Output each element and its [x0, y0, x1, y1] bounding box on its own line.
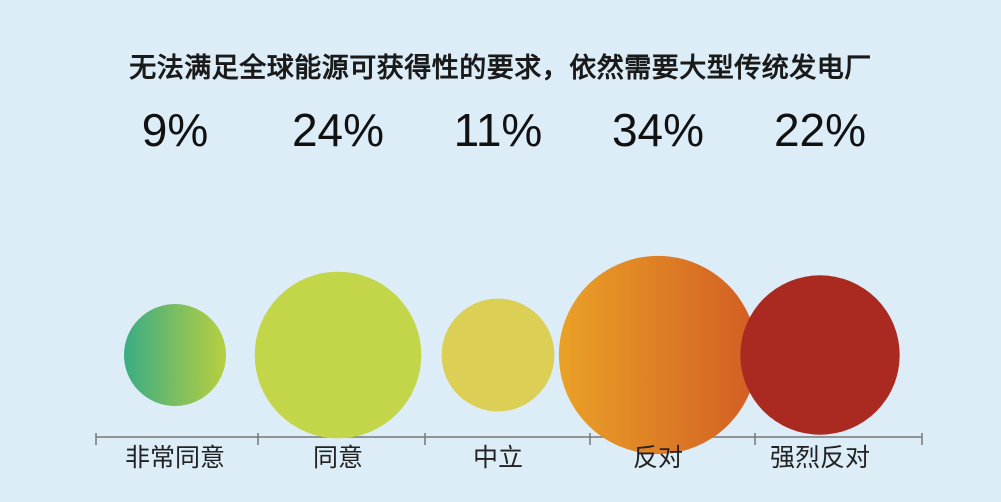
percent-label: 9%: [142, 104, 208, 156]
bubble: [441, 298, 555, 412]
category-label: 中立: [473, 443, 523, 472]
category-label: 强烈反对: [770, 443, 870, 472]
bubble: [254, 271, 422, 439]
bubble: [558, 255, 758, 455]
category-label: 反对: [633, 443, 683, 472]
bubble: [124, 304, 226, 406]
chart-title: 无法满足全球能源可获得性的要求，依然需要大型传统发电厂: [129, 53, 872, 84]
percent-label: 22%: [774, 104, 866, 156]
bubble: [740, 275, 900, 435]
category-label: 同意: [313, 443, 363, 472]
percent-label: 24%: [292, 104, 384, 156]
category-label: 非常同意: [125, 443, 225, 472]
percent-label: 34%: [612, 104, 704, 156]
percent-label: 11%: [454, 104, 543, 156]
